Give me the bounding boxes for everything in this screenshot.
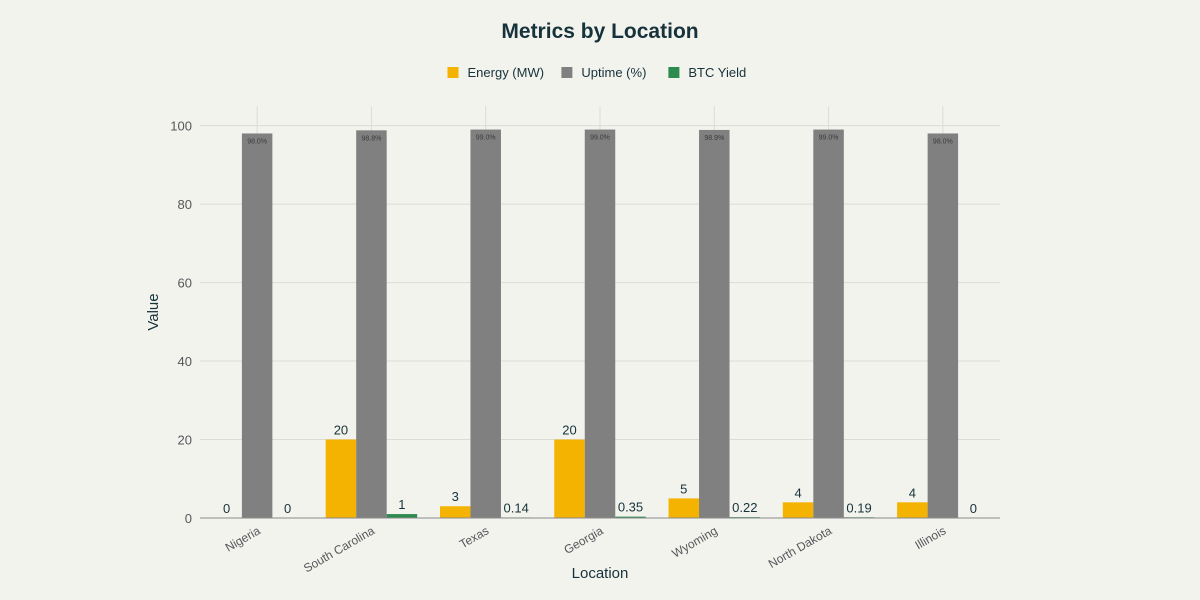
- legend-label: Energy (MW): [468, 65, 545, 80]
- y-tick-label: 60: [178, 276, 192, 291]
- y-axis-title: Value: [145, 293, 162, 330]
- bar-value-label: 99.0%: [819, 135, 839, 142]
- bar-value-label: 98.0%: [247, 138, 267, 145]
- bar-uptime-south-carolina: [356, 130, 387, 518]
- bar-energy-mw-illinois: [897, 502, 928, 518]
- legend: Energy (MW) Uptime (%) BTC Yield: [447, 65, 746, 80]
- bar-value-label: 98.8%: [361, 135, 381, 142]
- x-tick-label: South Carolina: [301, 523, 377, 575]
- bar-value-label: 5: [680, 481, 687, 496]
- y-tick-label: 100: [170, 119, 192, 134]
- bar-btc-yield-south-carolina: [386, 514, 418, 518]
- bar-uptime-georgia: [584, 129, 616, 519]
- bar-energy-mw-texas: [439, 506, 471, 518]
- bar-energy-mw-south-carolina: [325, 439, 357, 518]
- x-axis-title: Location: [572, 565, 629, 582]
- legend-item: BTC Yield: [668, 65, 746, 80]
- y-tick-label: 0: [185, 511, 192, 526]
- legend-label: BTC Yield: [688, 65, 746, 80]
- legend-swatch: [561, 67, 573, 78]
- x-tick-label: Georgia: [562, 523, 606, 557]
- y-tick-label: 20: [178, 433, 192, 448]
- bar-value-label: 20: [334, 423, 348, 438]
- legend-swatch: [668, 67, 680, 78]
- y-tick-label: 40: [178, 354, 192, 369]
- x-tick-label: Wyoming: [670, 523, 720, 560]
- legend-item: Energy (MW): [447, 65, 545, 80]
- bar-value-label: 99.0%: [590, 135, 610, 142]
- bar-uptime-north-dakota: [813, 129, 844, 519]
- bar-value-label: 1: [398, 497, 405, 512]
- y-tick-label: 80: [178, 197, 192, 212]
- bar-value-label: 98.9%: [704, 135, 724, 142]
- bar-energy-mw-wyoming: [668, 498, 700, 518]
- bar-btc-yield-georgia: [615, 516, 646, 518]
- bar-uptime-nigeria: [241, 133, 273, 518]
- bar-value-label: 0.35: [618, 500, 643, 515]
- bar-energy-mw-north-dakota: [782, 502, 814, 518]
- bar-value-label: 4: [794, 485, 801, 500]
- chart-title: Metrics by Location: [501, 20, 698, 43]
- x-tick-label: Texas: [457, 523, 491, 551]
- bar-uptime-texas: [470, 129, 501, 519]
- bar-value-label: 99.0%: [476, 135, 496, 142]
- data-labels: 0 98.0% 0 20 98.8% 1 3 99.0% 0.14 20 99.0% 0.35 5 98.…: [223, 135, 977, 516]
- bars: [241, 129, 959, 519]
- x-tick-label: Illinois: [912, 523, 948, 552]
- x-tick-label: North Dakota: [766, 523, 835, 571]
- bar-value-label: 0: [223, 501, 230, 516]
- bar-value-label: 0.22: [732, 500, 757, 515]
- bar-value-label: 0.19: [846, 500, 871, 515]
- bar-uptime-wyoming: [699, 129, 730, 518]
- bar-value-label: 4: [909, 485, 916, 500]
- bar-energy-mw-georgia: [554, 439, 585, 518]
- bar-value-label: 20: [562, 423, 576, 438]
- bar-value-label: 0: [970, 501, 977, 516]
- bar-value-label: 3: [452, 489, 459, 504]
- legend-swatch: [447, 67, 459, 78]
- x-tick-label: Nigeria: [223, 523, 263, 554]
- bar-uptime-illinois: [927, 133, 959, 518]
- bar-value-label: 0: [284, 501, 291, 516]
- legend-label: Uptime (%): [581, 65, 646, 80]
- legend-item: Uptime (%): [561, 65, 646, 80]
- bar-value-label: 98.0%: [933, 138, 953, 145]
- bar-value-label: 0.14: [504, 500, 529, 515]
- y-axis-ticks: 0 20 40 60 80 100: [170, 119, 192, 526]
